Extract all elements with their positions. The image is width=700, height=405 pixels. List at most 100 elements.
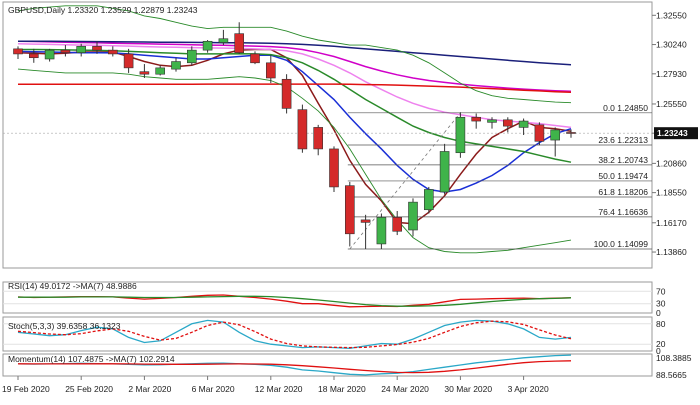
bear-candle-body — [534, 124, 545, 142]
bull-candle-body — [171, 61, 181, 70]
fib-level-label: 76.4 1.16636 — [598, 207, 648, 217]
bear-candle-body — [344, 185, 355, 235]
indicator-series-ma-7- — [17, 360, 572, 374]
y-tick-label: 1.30240 — [656, 40, 687, 50]
candle — [550, 127, 561, 157]
bull-candle-body — [455, 116, 466, 154]
bull-candle-body — [376, 217, 387, 245]
bear-candle-body — [392, 217, 403, 232]
indicator-y-label: 88.5665 — [656, 370, 687, 380]
ma-line-bb-upper — [17, 5, 572, 104]
x-tick-label: 18 Mar 2020 — [318, 384, 366, 394]
bull-candle-body — [550, 129, 561, 141]
bear-candle-body — [13, 48, 23, 55]
fib-trend-line — [349, 112, 461, 250]
x-tick-label: 24 Mar 2020 — [381, 384, 429, 394]
y-tick-label: 1.20860 — [656, 158, 687, 168]
candle — [202, 40, 213, 53]
y-tick-label: 1.18550 — [656, 188, 687, 198]
bull-candle-body — [76, 46, 86, 53]
indicator-y-label: 20 — [656, 339, 666, 349]
candle — [123, 48, 134, 73]
bear-candle-body — [123, 53, 134, 69]
rsi-header: RSI(14) 49.0172 ->MA(7) 48.9886 — [8, 281, 137, 291]
bear-candle-body — [329, 148, 339, 188]
indicator-series-ma-7- — [18, 295, 572, 307]
pane-frame-3 — [2, 353, 653, 377]
bear-candle-body — [250, 53, 260, 64]
candle — [281, 74, 292, 114]
candle — [487, 117, 497, 129]
candle — [13, 46, 23, 59]
candle — [313, 124, 324, 156]
bull-candle-body — [408, 201, 418, 231]
candle — [408, 198, 418, 237]
x-tick-label: 2 Mar 2020 — [128, 384, 171, 394]
bear-candle-body — [281, 78, 292, 109]
fib-level-label: 0.0 1.24850 — [603, 103, 648, 113]
candle — [218, 29, 229, 46]
bear-candle-body — [92, 46, 102, 51]
ma-line-bb-lower — [17, 68, 572, 254]
y-tick-label: 1.16170 — [656, 218, 687, 228]
fib-level-label: 38.2 1.20743 — [598, 155, 648, 165]
bull-candle-body — [44, 49, 55, 60]
bull-candle-body — [423, 189, 434, 211]
candle — [534, 122, 545, 146]
candle — [329, 146, 339, 192]
main-header: GBPUSD,Daily 1.23320 1.23529 1.22879 1.2… — [8, 5, 198, 15]
last-price-label: 1.23243 — [657, 128, 688, 138]
indicator-y-label: 0 — [656, 308, 661, 318]
bull-candle-body — [155, 67, 165, 75]
bear-candle-body — [28, 53, 39, 59]
bull-candle-body — [187, 49, 197, 64]
y-tick-label: 1.27930 — [656, 69, 687, 79]
pane-frame-1 — [2, 281, 653, 314]
candle — [171, 57, 181, 72]
bear-candle-body — [502, 119, 513, 127]
bull-candle-body — [487, 119, 497, 123]
pane-frame-2 — [2, 316, 653, 352]
candle — [139, 64, 150, 78]
bear-candle-body — [139, 71, 150, 75]
candle — [439, 143, 450, 195]
fib-level-label: 23.6 1.22313 — [598, 135, 648, 145]
x-tick-label: 6 Mar 2020 — [192, 384, 235, 394]
x-tick-label: 30 Mar 2020 — [444, 384, 492, 394]
indicator-y-label: 0 — [656, 346, 661, 356]
candle — [566, 129, 576, 138]
candle — [297, 104, 308, 153]
x-tick-label: 25 Feb 2020 — [65, 384, 113, 394]
bull-candle-body — [518, 120, 529, 128]
candle — [455, 112, 466, 158]
bear-candle-body — [566, 132, 576, 134]
bull-candle-body — [439, 151, 450, 193]
candle — [518, 118, 529, 135]
last-price-marker — [654, 127, 698, 140]
candle — [502, 117, 513, 133]
candle — [187, 46, 197, 66]
candle — [344, 181, 355, 247]
indicator-series--d — [17, 320, 572, 349]
y-tick-label: 1.25550 — [656, 99, 687, 109]
momentum-header: Momentum(14) 107.4875 ->MA(7) 102.2914 — [8, 354, 175, 364]
candle — [108, 46, 118, 57]
ma-line-sma100 — [18, 40, 572, 66]
x-tick-label: 3 Apr 2020 — [508, 384, 549, 394]
candle — [155, 65, 165, 76]
candle — [250, 51, 260, 65]
bear-candle-body — [234, 33, 244, 53]
bear-candle-body — [471, 116, 482, 122]
bear-candle-body — [265, 62, 276, 79]
ma-line-sma200 — [18, 83, 572, 93]
fib-level-label: 100.0 1.14099 — [594, 239, 649, 249]
bear-candle-body — [313, 127, 324, 150]
candle — [76, 43, 86, 57]
pane-frame-0 — [2, 1, 653, 269]
fib-level-label: 61.8 1.18206 — [598, 187, 648, 197]
y-tick-label: 1.32550 — [656, 10, 687, 20]
bear-candle-body — [108, 49, 118, 55]
candle — [234, 22, 244, 54]
